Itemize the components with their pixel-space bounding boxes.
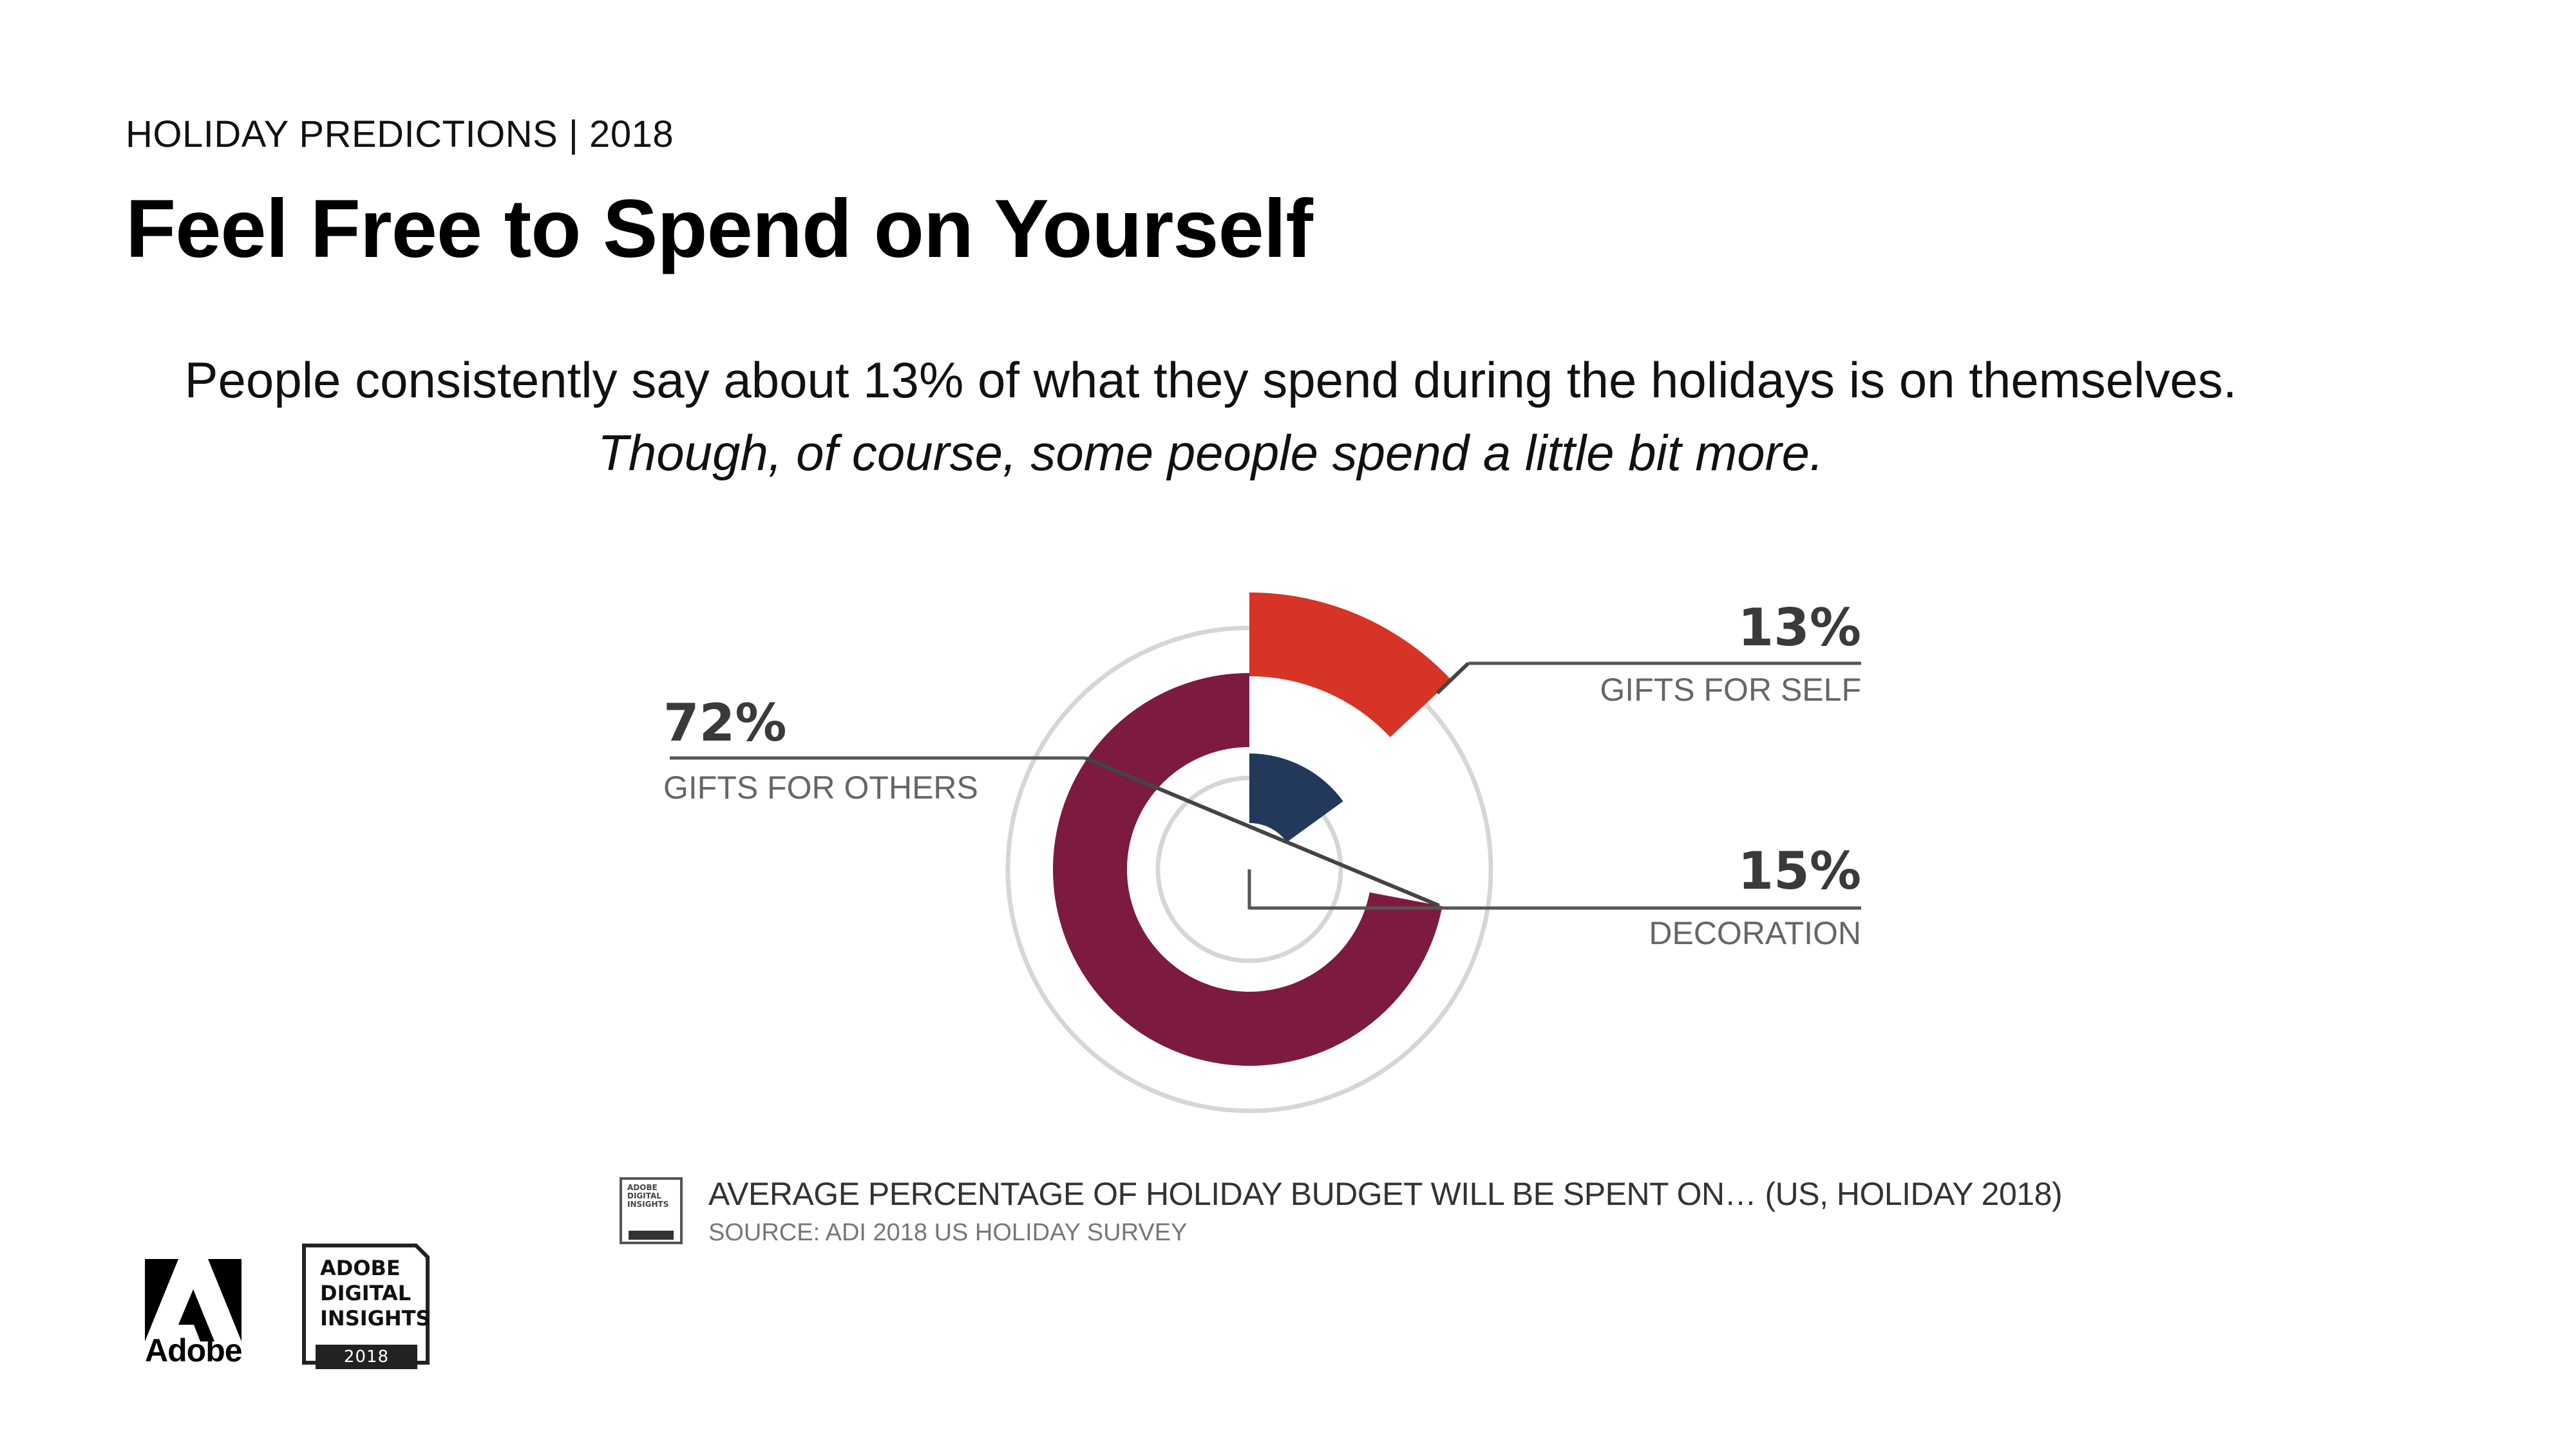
slice-value-label: 15% (1738, 841, 1861, 901)
slice-category-label: DECORATION (1649, 915, 1861, 951)
adi-badge-line: DIGITAL (320, 1281, 412, 1305)
ring-segment (1249, 592, 1452, 737)
chart-caption: AVERAGE PERCENTAGE OF HOLIDAY BUDGET WIL… (708, 1176, 2063, 1212)
leader-line (1435, 661, 1470, 695)
leader-line (1084, 756, 1440, 907)
intro-line-1: People consistently say about 13% of wha… (184, 352, 2237, 408)
intro-line-2: Though, of course, some people spend a l… (598, 424, 1824, 481)
slice-category-label: GIFTS FOR SELF (1600, 672, 1861, 708)
chart-source: SOURCE: ADI 2018 US HOLIDAY SURVEY (708, 1219, 1188, 1246)
adobe-wordmark: Adobe (145, 1332, 243, 1368)
slice-value-label: 72% (663, 693, 786, 753)
slice-category-label: GIFTS FOR OTHERS (663, 770, 978, 806)
ring-segment (1249, 753, 1343, 842)
adi-badge-year: 2018 (316, 1345, 417, 1369)
page-title: Feel Free to Spend on Yourself (126, 183, 1313, 275)
adi-badge-line: INSIGHTS (320, 1306, 431, 1331)
eyebrow-label: HOLIDAY PREDICTIONS | 2018 (126, 113, 674, 155)
adobe-logo-icon (145, 1259, 242, 1341)
insights-icon: ADOBE DIGITAL INSIGHTS (620, 1177, 683, 1244)
adi-badge-icon (302, 1244, 430, 1365)
ring-segment (1053, 673, 1443, 1066)
adi-badge-line: ADOBE (320, 1256, 401, 1280)
slice-value-label: 13% (1738, 598, 1861, 658)
adi-badge-text: ADOBE DIGITAL INSIGHTS (320, 1256, 431, 1331)
